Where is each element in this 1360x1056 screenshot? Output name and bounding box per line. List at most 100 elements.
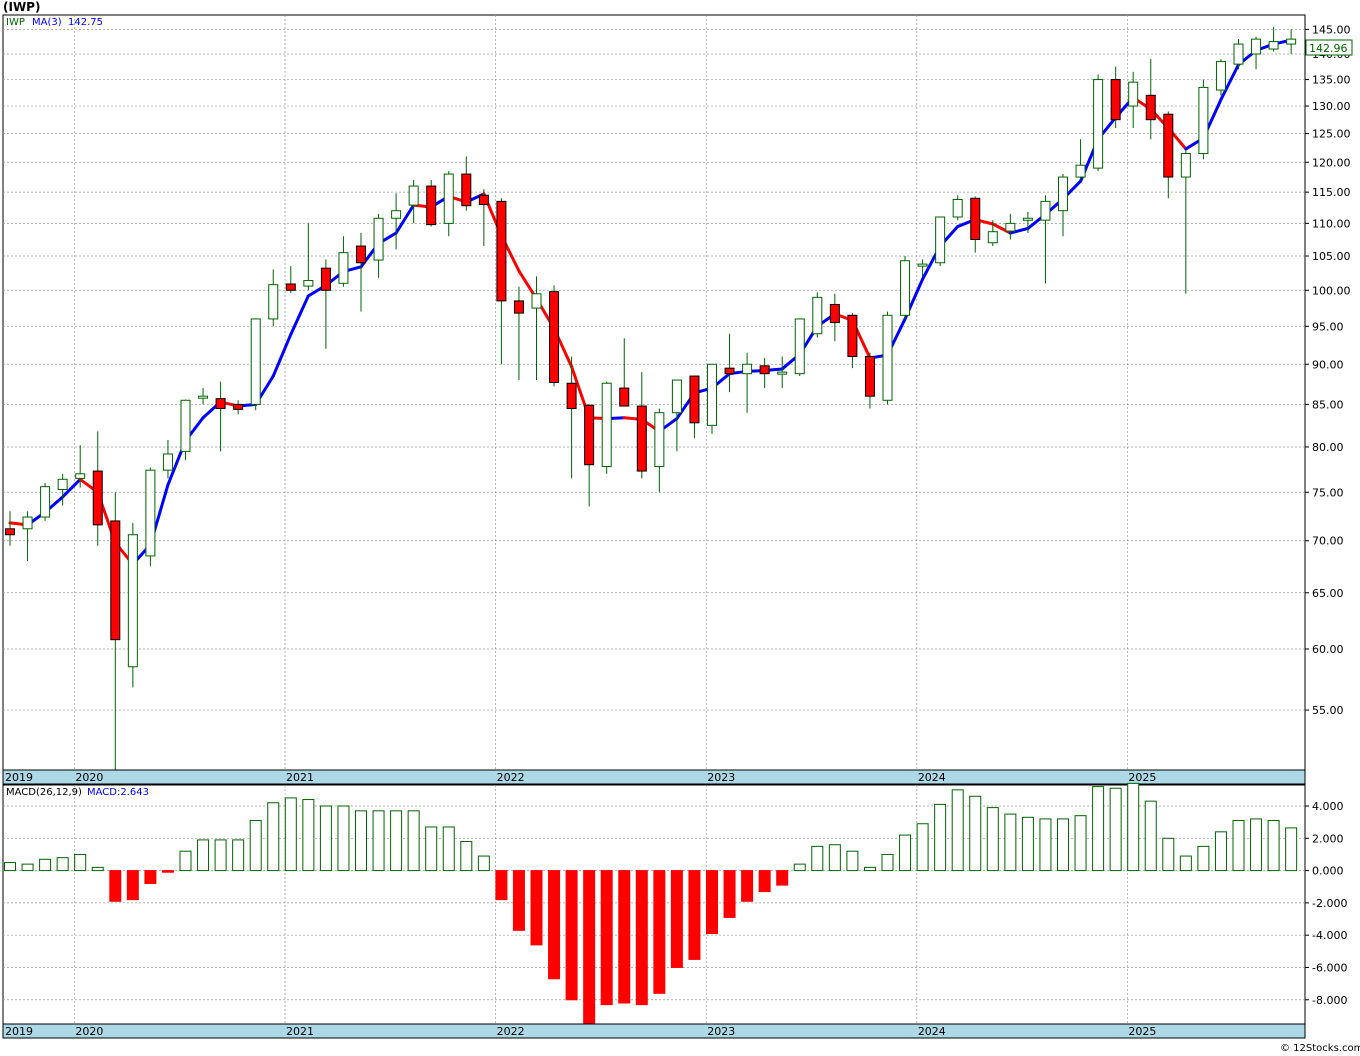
candle: [22, 511, 33, 562]
candle: [338, 236, 349, 287]
ma-segment: [1219, 63, 1240, 102]
candle-body-up: [338, 252, 349, 284]
macd-year-label: 2021: [286, 1025, 314, 1038]
candle-body-up: [1268, 41, 1279, 50]
macd-bar-positive: [793, 863, 806, 872]
candle-body-down: [619, 387, 630, 407]
macd-bar-positive: [1092, 786, 1105, 872]
macd-tick-label: 4.000: [1312, 800, 1344, 813]
series-symbol-label: IWP: [6, 17, 25, 28]
candle-body-down: [320, 267, 331, 291]
price-tick-label: 145.00: [1312, 23, 1351, 36]
candle: [110, 492, 121, 770]
candle-body-up: [303, 280, 314, 287]
macd-tick-label: 2.000: [1312, 832, 1344, 845]
price-year-label: 2019: [5, 771, 33, 784]
candle: [1005, 213, 1016, 240]
price-year-label: 2024: [918, 771, 946, 784]
macd-bar-positive: [1197, 845, 1210, 872]
candle-body-down: [461, 173, 472, 207]
macd-bar-positive: [1162, 837, 1175, 872]
macd-year-label: 2023: [707, 1025, 735, 1038]
price-tick-label: 100.00: [1312, 284, 1351, 297]
candle-body-up: [1093, 79, 1104, 169]
candle: [935, 216, 946, 267]
macd-bar-positive: [477, 855, 490, 872]
macd-bar-negative: [548, 870, 561, 980]
candle-body-up: [40, 486, 51, 518]
candle-body-down: [356, 245, 366, 264]
candle-body-down: [513, 300, 524, 314]
candle-body-up: [707, 363, 717, 426]
macd-bar-negative: [723, 870, 736, 918]
candle-body-up: [987, 231, 998, 244]
macd-tick-label: -2.000: [1312, 897, 1347, 910]
macd-bar-positive: [302, 799, 315, 872]
candle-body-up: [742, 363, 753, 375]
candle: [391, 193, 402, 250]
ma-segment: [289, 294, 310, 336]
macd-bar-positive: [390, 810, 403, 872]
candle-body-up: [145, 469, 156, 557]
candle: [917, 259, 928, 277]
price-tick-label: 55.00: [1312, 704, 1344, 717]
price-year-label: 2025: [1128, 771, 1156, 784]
candle-body-up: [57, 478, 68, 490]
candle-body-down: [233, 403, 244, 410]
candle-body-up: [531, 293, 542, 309]
price-tick-label: 120.00: [1312, 156, 1351, 169]
macd-bar-positive: [811, 845, 824, 872]
macd-bar-positive: [1179, 855, 1192, 872]
ma-segment: [1008, 226, 1030, 235]
macd-bar-positive: [460, 841, 473, 872]
candle-body-up: [250, 318, 261, 405]
candle-body-down: [426, 185, 437, 226]
price-tick-label: 115.00: [1312, 186, 1351, 199]
candle: [1215, 59, 1226, 96]
candle-body-up: [180, 399, 191, 452]
candle-body-up: [162, 453, 173, 471]
candle-body-down: [566, 382, 577, 410]
price-tick-label: 125.00: [1312, 128, 1351, 141]
candle: [408, 180, 419, 224]
macd-tick-label: -8.000: [1312, 994, 1347, 1007]
candle: [566, 356, 577, 479]
candle: [671, 379, 682, 452]
macd-tick-label: -6.000: [1312, 961, 1347, 974]
macd-bar-negative: [653, 870, 666, 994]
candle: [829, 293, 840, 342]
candle-body-down: [724, 367, 735, 375]
candle-body-up: [127, 534, 138, 668]
candle: [952, 195, 963, 221]
macd-bar-negative: [758, 870, 771, 893]
price-tick-label: 105.00: [1312, 250, 1351, 263]
candle-body-up: [1198, 86, 1209, 155]
macd-bar-positive: [828, 844, 841, 872]
chart-title: (IWP): [3, 0, 40, 14]
candle: [689, 375, 700, 439]
candle: [513, 286, 524, 381]
candle: [1233, 39, 1244, 70]
macd-bar-positive: [249, 820, 262, 872]
candle-body-down: [1163, 113, 1174, 178]
candle: [742, 352, 753, 413]
candle-body-up: [408, 185, 419, 206]
macd-year-label: 2020: [75, 1025, 103, 1038]
candle: [426, 180, 437, 227]
macd-bar-positive: [407, 810, 420, 872]
candle: [636, 372, 647, 479]
candle-body-down: [478, 194, 489, 205]
macd-bar-positive: [1057, 818, 1069, 872]
candle-body-up: [777, 371, 788, 375]
candle-body-up: [1128, 81, 1139, 107]
candle-body-up: [1215, 61, 1226, 91]
candle: [900, 256, 911, 319]
candlestick-series: [5, 26, 1297, 770]
candle: [584, 404, 595, 507]
ma-segment: [394, 203, 416, 235]
candle: [1110, 66, 1121, 129]
macd-bar-positive: [355, 810, 367, 872]
macd-bar-positive: [319, 805, 332, 872]
macd-bar-positive: [214, 839, 227, 872]
candle: [777, 356, 788, 389]
